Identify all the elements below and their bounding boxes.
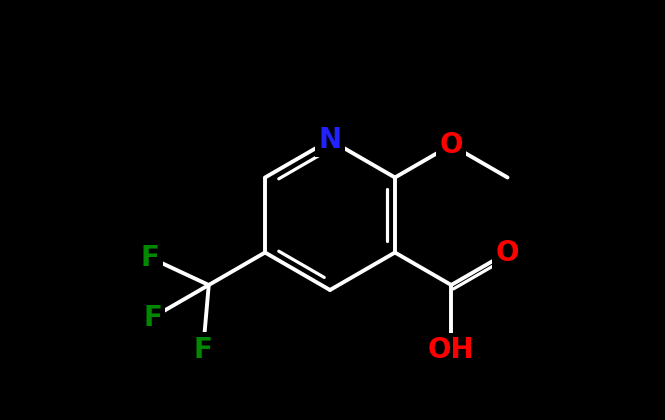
Text: OH: OH (428, 336, 475, 364)
Text: O: O (496, 239, 519, 267)
Text: F: F (140, 244, 160, 271)
Text: F: F (194, 336, 213, 364)
Text: O: O (440, 131, 463, 159)
Text: N: N (319, 126, 342, 154)
Text: F: F (143, 304, 162, 331)
